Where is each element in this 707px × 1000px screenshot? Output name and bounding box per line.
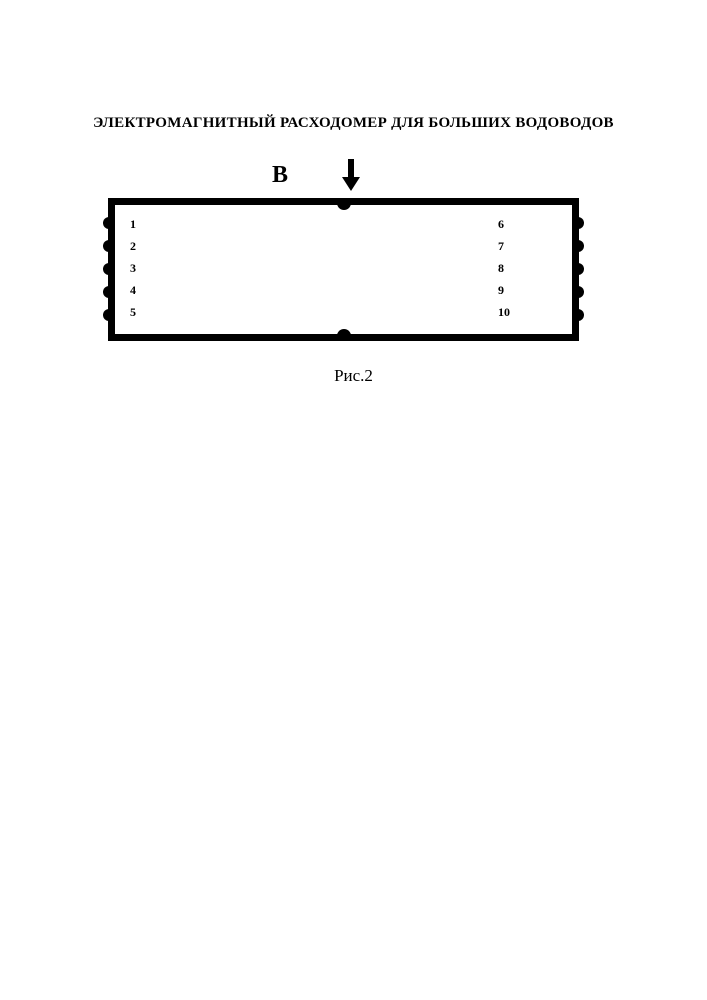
figure-caption: Рис.2 [0, 366, 707, 386]
right-electrode [572, 263, 584, 275]
center-top-electrode [337, 200, 351, 210]
electrode-label: 5 [130, 305, 136, 320]
left-electrode [103, 240, 115, 252]
right-electrode [572, 240, 584, 252]
left-electrode [103, 309, 115, 321]
electrode-label: 6 [498, 217, 504, 232]
electrode-label: 3 [130, 261, 136, 276]
electrode-label: 10 [498, 305, 510, 320]
magnetic-field-label: B [272, 162, 288, 189]
center-bottom-electrode [337, 329, 351, 339]
arrow-head-icon [342, 177, 360, 191]
electrode-label: 2 [130, 239, 136, 254]
left-electrode [103, 217, 115, 229]
right-electrode [572, 286, 584, 298]
electrode-label: 4 [130, 283, 136, 298]
right-electrode [572, 309, 584, 321]
left-electrode [103, 263, 115, 275]
electrode-label: 1 [130, 217, 136, 232]
left-electrode [103, 286, 115, 298]
electrode-label: 8 [498, 261, 504, 276]
page-title: ЭЛЕКТРОМАГНИТНЫЙ РАСХОДОМЕР ДЛЯ БОЛЬШИХ … [0, 115, 707, 132]
electrode-label: 7 [498, 239, 504, 254]
right-electrode [572, 217, 584, 229]
electrode-label: 9 [498, 283, 504, 298]
flowmeter-diagram-box: 1 2 3 4 5 6 7 8 9 10 [108, 198, 579, 341]
arrow-shaft [348, 159, 354, 179]
